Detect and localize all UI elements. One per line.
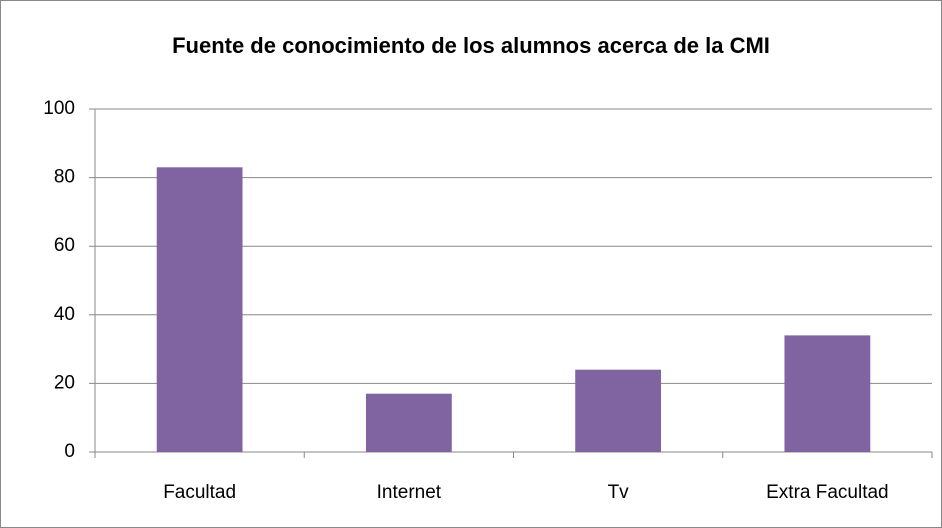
y-tick-label: 80 [54, 167, 75, 188]
bar [575, 369, 662, 452]
x-tick-label: Extra Facultad [766, 482, 889, 503]
x-tick-label: Facultad [163, 482, 236, 503]
y-tick-label: 100 [43, 98, 75, 119]
y-tick-label: 0 [64, 441, 75, 462]
chart-title: Fuente de conocimiento de los alumnos ac… [172, 33, 770, 58]
bar [365, 393, 452, 452]
x-tick-label: Internet [377, 482, 442, 503]
bar [156, 167, 243, 452]
y-tick-label: 40 [54, 304, 75, 325]
x-tick-label: Tv [608, 482, 630, 503]
y-tick-label: 20 [54, 372, 75, 393]
y-tick-label: 60 [54, 235, 75, 256]
bar [784, 335, 871, 452]
